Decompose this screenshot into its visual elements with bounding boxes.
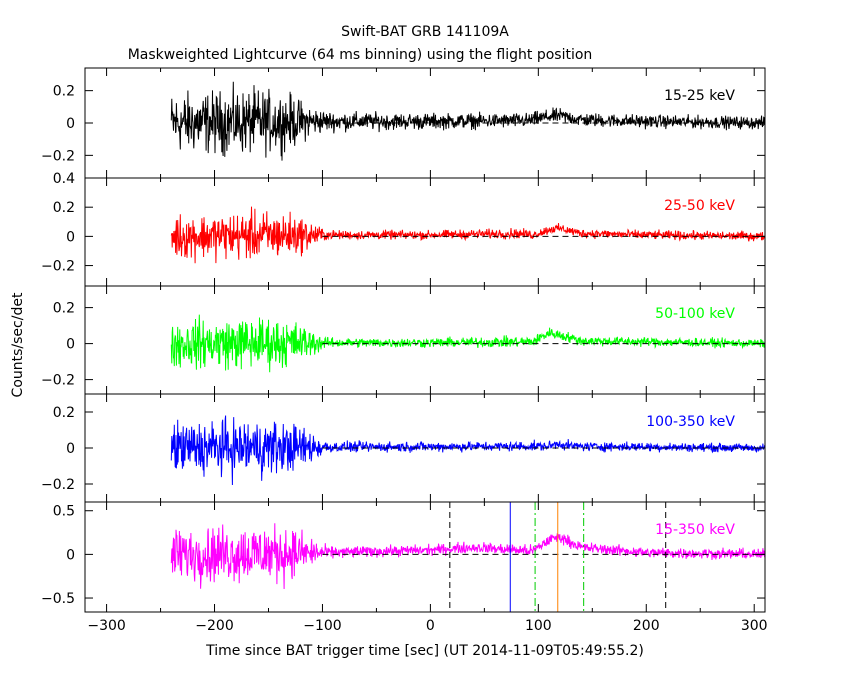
y-tick-label: 0	[66, 337, 75, 353]
x-tick-label: −100	[303, 618, 341, 634]
band-label: 15-25 keV	[664, 88, 735, 104]
panel-4: −0.2 0 0.2 100-350 keV	[41, 393, 766, 503]
lightcurve-series	[170, 523, 765, 590]
lightcurve-series	[170, 81, 765, 161]
x-tick-label: 100	[525, 618, 552, 634]
y-tick-label: −0.5	[41, 591, 75, 607]
x-tick-label: −300	[87, 618, 125, 634]
x-tick-label: −200	[195, 618, 233, 634]
y-tick-label: 0	[66, 441, 75, 457]
y-axis-label: Counts/sec/det	[10, 292, 26, 397]
band-label: 15-350 keV	[655, 522, 735, 538]
y-tick-label: 0.4	[53, 171, 75, 187]
y-tick-label: −0.2	[41, 373, 75, 389]
panel-5: −0.5 0 0.5 15-350 keV	[41, 501, 766, 613]
y-tick-label: 0.2	[53, 405, 75, 421]
band-label: 25-50 keV	[664, 198, 735, 214]
panel-1: −0.2 0 0.2 15-25 keV	[41, 67, 766, 179]
panels-group: −0.200.2 15-25 keV−0.200.20.425-50 keV−0.…	[41, 67, 768, 634]
panel-3: −0.2 0 0.2 50-100 keV	[41, 285, 766, 395]
y-tick-label: 0.2	[53, 200, 75, 216]
y-tick-label: 0	[66, 229, 75, 245]
x-axis-label: Time since BAT trigger time [sec] (UT 20…	[205, 643, 644, 659]
y-tick-label: −0.2	[41, 259, 75, 275]
y-tick-label: −0.2	[41, 148, 75, 164]
panel-2: −0.2 0 0.2 0.4 25-50 keV	[41, 171, 766, 287]
band-label: 100-350 keV	[646, 414, 735, 430]
y-tick-label: 0	[66, 547, 75, 563]
y-tick-label: 0.5	[53, 504, 75, 520]
lightcurve-series	[170, 314, 765, 373]
lightcurve-series	[170, 206, 765, 264]
chart-title: Swift-BAT GRB 141109A	[341, 24, 509, 40]
x-tick-label: 200	[633, 618, 660, 634]
x-tick-label: 300	[741, 618, 768, 634]
band-label: 50-100 keV	[655, 306, 735, 322]
y-tick-label: 0.2	[53, 301, 75, 317]
lightcurve-series	[170, 415, 765, 486]
y-tick-label: 0	[66, 116, 75, 132]
panel-frame	[84, 501, 766, 613]
y-tick-label: −0.2	[41, 477, 75, 493]
x-tick-label: 0	[426, 618, 435, 634]
chart-subtitle: Maskweighted Lightcurve (64 ms binning) …	[128, 47, 593, 63]
y-tick-label: 0.2	[53, 84, 75, 100]
